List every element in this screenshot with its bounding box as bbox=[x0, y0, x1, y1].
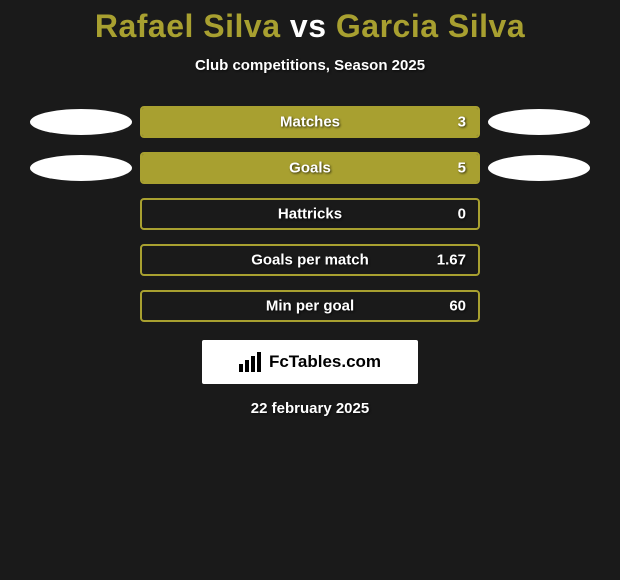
brand-badge: FcTables.com bbox=[202, 340, 418, 384]
pill-spacer bbox=[30, 201, 132, 227]
stat-label: Hattricks bbox=[142, 206, 478, 223]
stat-value: 60 bbox=[449, 298, 466, 315]
brand-text: FcTables.com bbox=[269, 352, 381, 372]
player1-pill bbox=[30, 155, 132, 181]
stat-bar: Matches3 bbox=[140, 106, 480, 138]
date-label: 22 february 2025 bbox=[0, 400, 620, 417]
stat-label: Goals per match bbox=[142, 252, 478, 269]
player2-bar-fill bbox=[142, 108, 478, 136]
stat-value: 0 bbox=[458, 206, 466, 223]
stat-row: Goals5 bbox=[0, 152, 620, 184]
subtitle: Club competitions, Season 2025 bbox=[0, 57, 620, 74]
stat-row: Matches3 bbox=[0, 106, 620, 138]
stat-bar: Hattricks0 bbox=[140, 198, 480, 230]
stat-bar: Goals per match1.67 bbox=[140, 244, 480, 276]
stats-list: Matches3 Goals5 Hattricks0 Goals per match1… bbox=[0, 106, 620, 322]
stat-label: Min per goal bbox=[142, 298, 478, 315]
stat-bar: Goals5 bbox=[140, 152, 480, 184]
pill-spacer bbox=[488, 247, 590, 273]
stat-row: Hattricks0 bbox=[0, 198, 620, 230]
player1-pill bbox=[30, 109, 132, 135]
vs-label: vs bbox=[290, 8, 327, 44]
page-title: Rafael Silva vs Garcia Silva bbox=[0, 8, 620, 45]
player2-name: Garcia Silva bbox=[336, 8, 525, 44]
brand-icon bbox=[239, 352, 263, 372]
stat-value: 1.67 bbox=[437, 252, 466, 269]
pill-spacer bbox=[30, 247, 132, 273]
player2-pill bbox=[488, 109, 590, 135]
pill-spacer bbox=[30, 293, 132, 319]
stat-bar: Min per goal60 bbox=[140, 290, 480, 322]
pill-spacer bbox=[488, 201, 590, 227]
pill-spacer bbox=[488, 293, 590, 319]
stat-row: Goals per match1.67 bbox=[0, 244, 620, 276]
player2-bar-fill bbox=[142, 154, 478, 182]
stat-row: Min per goal60 bbox=[0, 290, 620, 322]
player1-name: Rafael Silva bbox=[95, 8, 281, 44]
comparison-container: Rafael Silva vs Garcia Silva Club compet… bbox=[0, 0, 620, 417]
player2-pill bbox=[488, 155, 590, 181]
